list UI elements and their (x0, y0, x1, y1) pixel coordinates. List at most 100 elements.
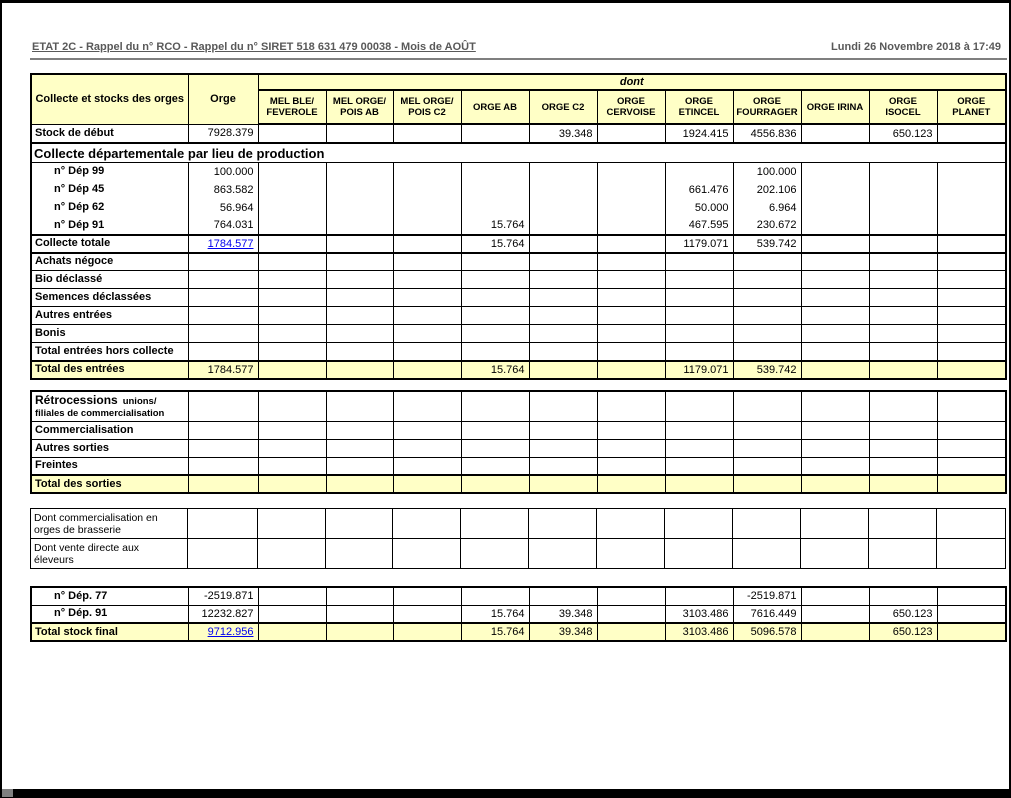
cell-orge-c2: 39.348 (528, 604, 598, 624)
cell-orge-ab (460, 270, 530, 289)
cell-mel-orge-pois-c2 (392, 252, 462, 271)
row-label: Total des sorties (35, 477, 122, 490)
table-row: n° Dép 62 56.964 50.000 6.964 (30, 198, 1007, 217)
cell-orge-etincel: 1179.071 (664, 233, 734, 254)
row-label: Autres entrées (35, 309, 113, 321)
row-label: n° Dép 91 (54, 218, 105, 231)
cell-orge (187, 342, 259, 361)
cell-orge (187, 252, 259, 271)
row-label-cell: Dont vente directe aux éleveurs (30, 538, 188, 569)
row-label: Dont commercialisation en (34, 511, 158, 524)
cell-orge-planet (936, 180, 1007, 199)
cell-orge-planet (936, 342, 1007, 361)
table-subheader-row: MEL BLE/ FEVEROLE MEL ORGE/ POIS AB MEL OR… (31, 89, 1007, 125)
cell-orge-c2 (528, 198, 598, 217)
cell-mel-orge-pois-ab (325, 359, 394, 380)
cell-orge-etincel (664, 508, 733, 539)
cell-orge-ab (460, 123, 530, 144)
cell-orge-ab (460, 162, 530, 181)
row-label-line2: orges de brasserie (34, 523, 121, 536)
cell-orge-irina (800, 359, 870, 380)
cell-mel-ble-feverole (257, 390, 327, 422)
total-value-link[interactable]: 1784.577 (207, 237, 254, 250)
cell-orge-c2 (528, 162, 598, 181)
column-header-orge-c2: ORGE C2 (528, 89, 598, 125)
cell-orge-irina (800, 508, 869, 539)
row-label: n° Dép. 77 (54, 589, 108, 602)
cell-orge: 863.582 (187, 180, 259, 199)
cell-mel-ble-feverole (257, 438, 327, 458)
cell-orge: 7928.379 (187, 123, 259, 144)
cell-orge-irina (800, 390, 870, 422)
table-stock-final: n° Dép. 77 -2519.871 -2519.871 n° Dép. 91 12… (30, 586, 1007, 642)
cell-orge-isocel (868, 508, 937, 539)
row-label: Bio déclassé (35, 273, 103, 285)
cell-orge-etincel (664, 474, 734, 494)
cell-orge-c2 (528, 288, 598, 307)
cell-orge-planet (936, 324, 1007, 343)
cell-mel-orge-pois-c2 (392, 508, 461, 539)
row-label: Commercialisation (35, 423, 134, 436)
cell-orge-fourrager (732, 474, 802, 494)
scrollbar-notch[interactable] (2, 789, 13, 797)
cell-orge: 56.964 (187, 198, 259, 217)
cell-mel-ble-feverole (257, 324, 327, 343)
cell-mel-orge-pois-ab (325, 342, 394, 361)
cell-orge-ab (460, 342, 530, 361)
row-label: n° Dép. 91 (54, 607, 108, 620)
cell-orge-fourrager (732, 324, 802, 343)
cell-mel-ble-feverole (257, 622, 327, 642)
cell-mel-orge-pois-c2 (392, 342, 462, 361)
bottom-scrollbar[interactable] (2, 789, 1009, 798)
cell-mel-ble-feverole (257, 180, 327, 199)
cell-mel-ble-feverole (257, 474, 327, 494)
cell-mel-orge-pois-ab (325, 306, 394, 325)
row-label: Collecte totale (35, 237, 111, 249)
cell-orge (187, 288, 259, 307)
cell-mel-orge-pois-ab (325, 198, 394, 217)
cell-orge-irina (800, 288, 870, 307)
table-row: Collecte départementale par lieu de prod… (30, 142, 1007, 163)
cell-orge-ab: 15.764 (460, 359, 530, 380)
cell-orge-ab (460, 586, 530, 606)
cell-orge-fourrager (732, 306, 802, 325)
cell-orge-cervoise (596, 252, 666, 271)
row-label-suffix: unions/ (122, 395, 157, 407)
row-label-cell: Collecte totale (30, 233, 189, 254)
cell-mel-ble-feverole (257, 342, 327, 361)
cell-mel-ble-feverole (257, 420, 327, 440)
cell-orge-c2 (528, 586, 598, 606)
cell-orge-fourrager (732, 456, 802, 476)
cell-orge-isocel (868, 438, 938, 458)
row-label-cell: Total des sorties (30, 474, 189, 494)
cell-orge-cervoise (596, 180, 666, 199)
table-row: n° Dép 99 100.000 100.000 (30, 162, 1007, 181)
row-label: Achats négoce (35, 255, 114, 268)
cell-mel-ble-feverole (257, 538, 326, 569)
cell-orge (187, 420, 259, 440)
table-row: Autres entrées (30, 306, 1007, 325)
cell-orge-isocel (868, 233, 938, 254)
cell-mel-orge-pois-ab (325, 390, 394, 422)
report-timestamp: Lundi 26 Novembre 2018 à 17:49 (831, 41, 1001, 53)
row-label-cell: Autres sorties (30, 438, 189, 458)
column-header-orge-isocel: ORGE ISOCEL (868, 89, 938, 125)
cell-orge-c2 (528, 252, 598, 271)
cell-orge-cervoise (596, 456, 666, 476)
row-label-cell: Total entrées hors collecte (30, 342, 189, 361)
cell-orge: 764.031 (187, 216, 259, 235)
cell-mel-orge-pois-c2 (392, 162, 462, 181)
total-value-link[interactable]: 9712.956 (207, 626, 254, 638)
cell-orge-isocel (868, 456, 938, 476)
cell-mel-orge-pois-ab (325, 252, 394, 271)
cell-mel-ble-feverole (257, 306, 327, 325)
cell-orge-c2 (528, 420, 598, 440)
cell-mel-orge-pois-c2 (392, 198, 462, 217)
cell-orge-isocel: 650.123 (868, 604, 938, 624)
cell-orge-irina (800, 324, 870, 343)
cell-orge-planet (936, 456, 1007, 476)
cell-orge (187, 270, 259, 289)
row-label-cell: Semences déclassées (30, 288, 189, 307)
cell-orge-c2 (528, 180, 598, 199)
cell-mel-orge-pois-ab (325, 216, 394, 235)
